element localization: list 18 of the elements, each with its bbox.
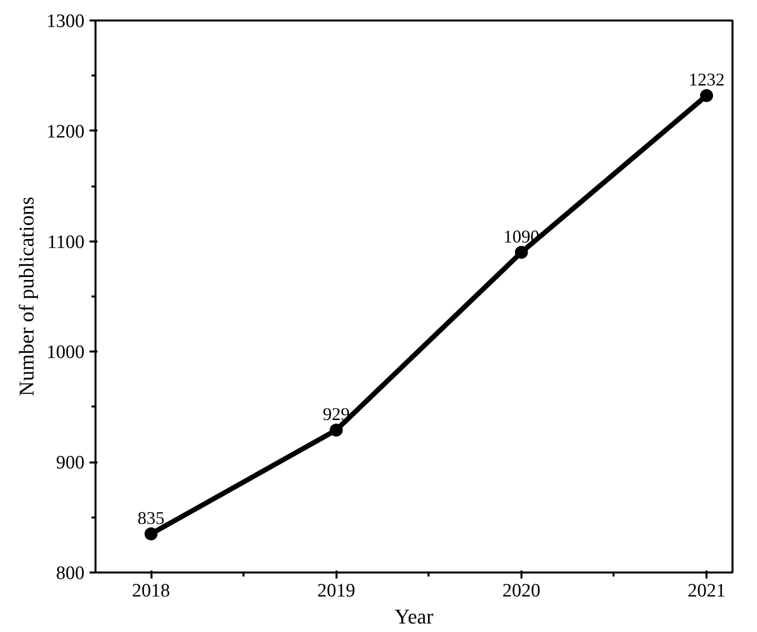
x-axis-title: Year xyxy=(394,604,434,628)
y-tick-label: 1200 xyxy=(46,121,84,142)
y-tick-label: 1300 xyxy=(46,11,84,32)
y-axis-title: Number of publications xyxy=(14,196,38,396)
x-tick-label: 2021 xyxy=(688,580,726,602)
y-tick-label: 800 xyxy=(56,563,84,584)
point xyxy=(144,527,158,540)
x-tick-label: 2019 xyxy=(317,580,356,602)
data-label: 835 xyxy=(138,508,165,528)
y-tick-label: 1100 xyxy=(47,232,84,253)
data-label: 1232 xyxy=(688,70,725,90)
y-tick-label: 900 xyxy=(56,452,84,474)
point xyxy=(700,89,714,102)
point xyxy=(514,246,528,259)
x-tick-label: 2018 xyxy=(132,580,170,602)
x-tick-label: 2020 xyxy=(502,580,540,602)
y-tick-label: 1000 xyxy=(46,342,84,364)
point xyxy=(330,424,343,437)
